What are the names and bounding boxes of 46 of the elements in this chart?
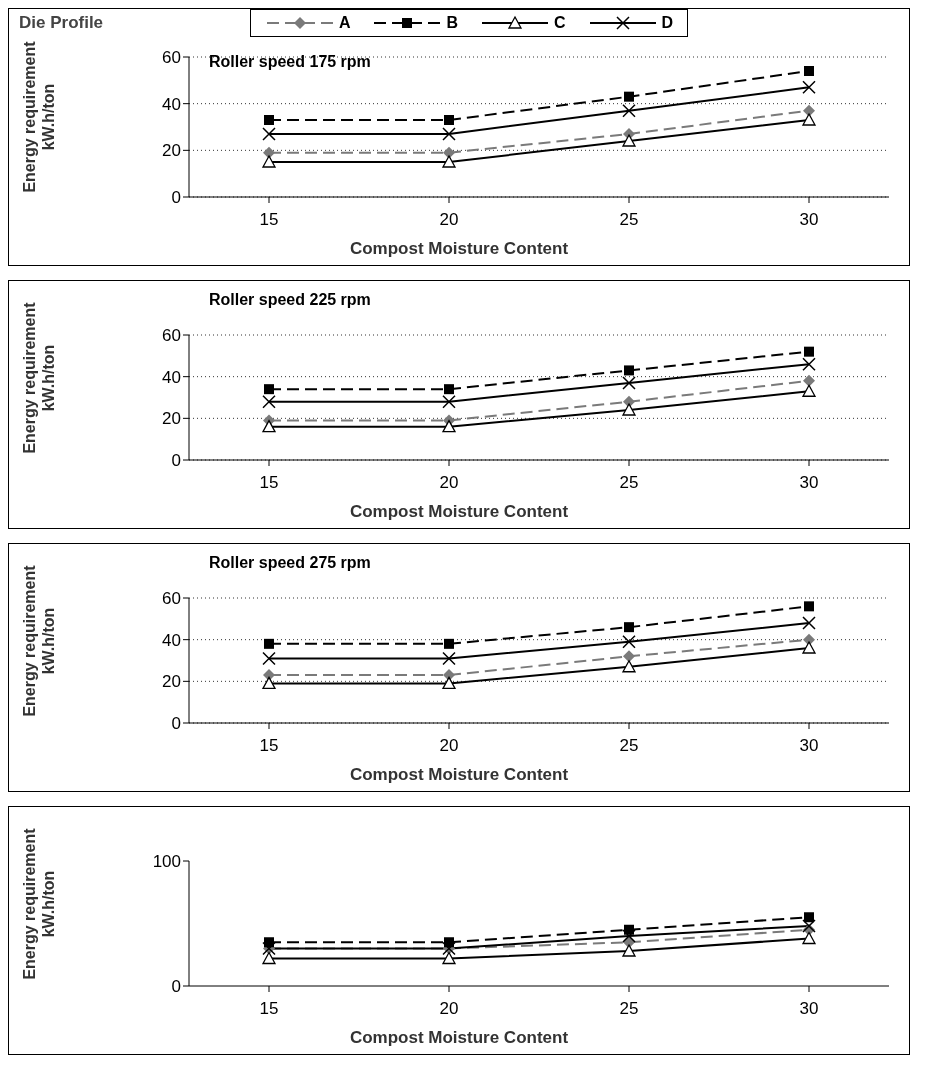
- y-tick-label: 60: [162, 326, 181, 346]
- y-tick-label: 40: [162, 630, 181, 650]
- x-axis-title: Compost Moisture Content: [348, 764, 570, 786]
- x-tick-label: 15: [259, 473, 279, 493]
- x-axis-title: Compost Moisture Content: [348, 1027, 570, 1049]
- x-tick-label: 30: [799, 999, 819, 1019]
- chart-title: Roller speed 175 rpm: [209, 53, 371, 71]
- x-tick-label: 20: [439, 473, 459, 493]
- x-axis-title: Compost Moisture Content: [348, 501, 570, 523]
- y-tick-label: 0: [171, 188, 181, 208]
- y-axis-title: Energy requirement kW.h/ton: [20, 827, 58, 980]
- y-tick-label: 0: [171, 714, 181, 734]
- y-tick-label: 0: [171, 451, 181, 471]
- y-tick-label: 20: [162, 409, 181, 429]
- x-tick-label: 30: [799, 473, 819, 493]
- y-tick-label: 60: [162, 589, 181, 609]
- x-tick-label: 25: [619, 736, 639, 756]
- x-tick-label: 30: [799, 736, 819, 756]
- x-axis-title: Compost Moisture Content: [348, 238, 570, 260]
- legend-label: A: [338, 14, 351, 32]
- x-tick-label: 20: [439, 999, 459, 1019]
- y-axis-title: Energy requirement kW.h/ton: [20, 564, 58, 717]
- x-tick-label: 15: [259, 999, 279, 1019]
- y-tick-label: 20: [162, 141, 181, 161]
- x-tick-label: 25: [619, 473, 639, 493]
- legend-label: B: [446, 14, 458, 32]
- legend-label: C: [554, 14, 566, 32]
- x-tick-label: 25: [619, 210, 639, 230]
- x-tick-label: 15: [259, 210, 279, 230]
- x-tick-label: 25: [619, 999, 639, 1019]
- x-tick-label: 30: [799, 210, 819, 230]
- y-tick-label: 100: [152, 852, 181, 872]
- x-tick-label: 20: [439, 736, 459, 756]
- y-tick-label: 20: [162, 672, 181, 692]
- y-tick-label: 40: [162, 367, 181, 387]
- y-tick-label: 40: [162, 94, 181, 114]
- y-tick-label: 0: [171, 977, 181, 997]
- legend-label: D: [661, 14, 674, 32]
- chart-title: Roller speed 275 rpm: [209, 554, 371, 572]
- y-axis-title: Energy requirement kW.h/ton: [20, 301, 58, 454]
- chart-title: Roller speed 225 rpm: [209, 291, 371, 309]
- x-tick-label: 20: [439, 210, 459, 230]
- y-axis-title: Energy requirement kW.h/ton: [20, 41, 58, 193]
- x-tick-label: 15: [259, 736, 279, 756]
- legend-title: Die Profile: [19, 13, 105, 33]
- y-tick-label: 60: [162, 48, 181, 68]
